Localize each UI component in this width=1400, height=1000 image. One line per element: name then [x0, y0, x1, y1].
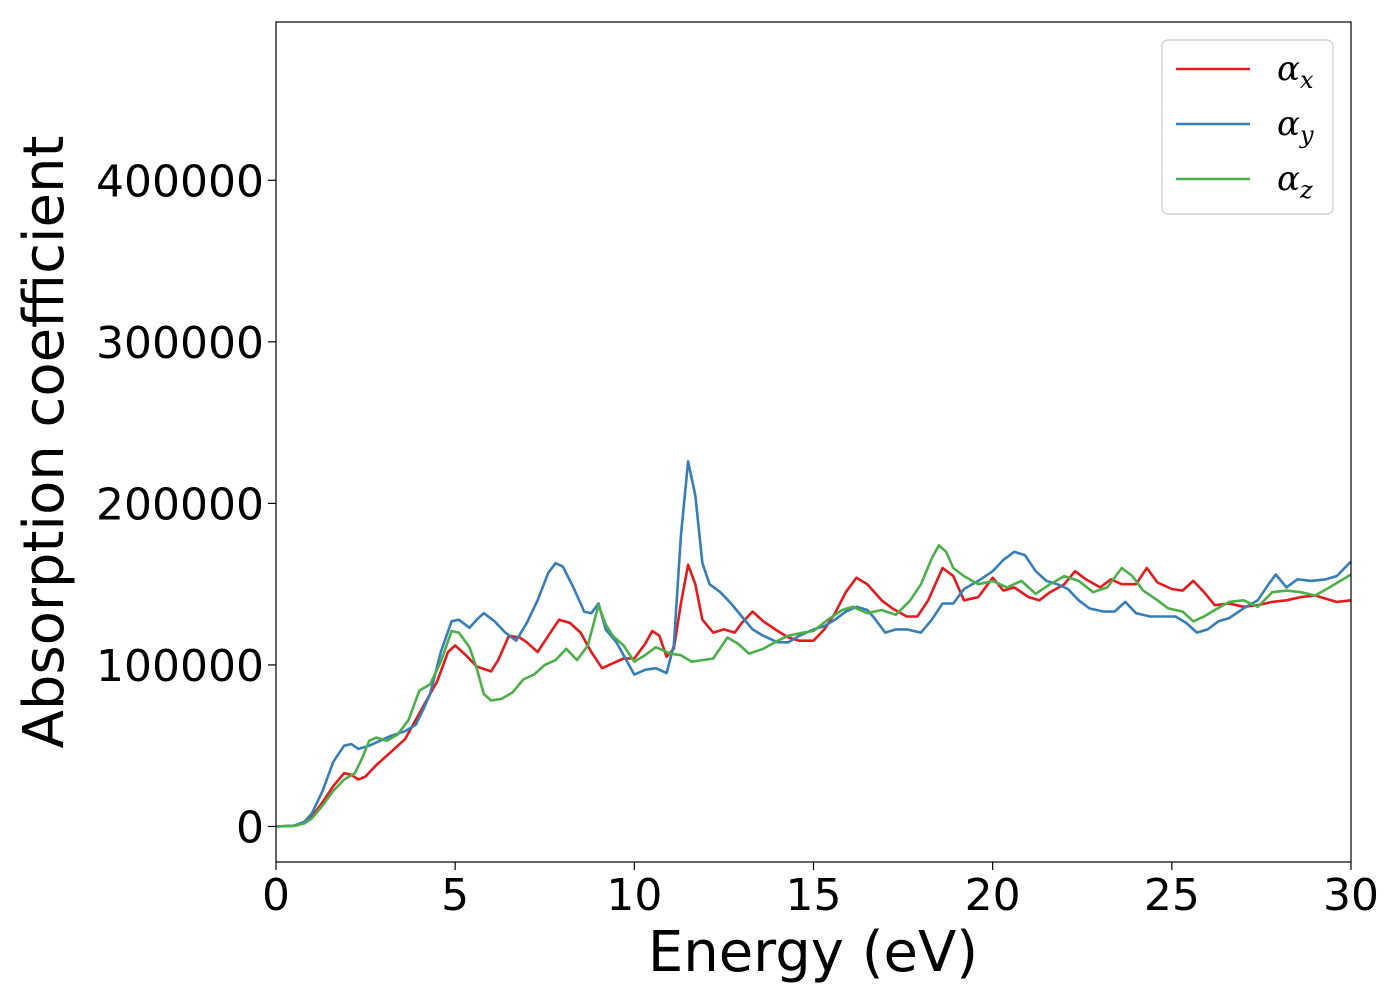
x-tick-label: 10 [606, 870, 662, 921]
x-axis-label: Energy (eV) [648, 920, 978, 985]
x-axis: 0 5 10 15 20 25 30 [262, 862, 1379, 921]
x-tick-label: 5 [441, 870, 469, 921]
series-line-z [275, 544, 1352, 828]
series-line-x [275, 563, 1352, 828]
x-tick-label: 25 [1144, 870, 1200, 921]
y-tick-label: 200000 [96, 479, 264, 530]
y-tick-label: 0 [236, 802, 264, 853]
legend-label-x: αx [1277, 49, 1314, 94]
y-tick-label: 100000 [96, 641, 264, 692]
legend-label-y: αy [1277, 104, 1314, 149]
y-tick-label: 400000 [96, 156, 264, 207]
y-axis-label: Absorption coefficient [12, 136, 77, 749]
series-layer [275, 460, 1352, 828]
x-tick-label: 15 [786, 870, 842, 921]
y-tick-label: 300000 [96, 318, 264, 369]
x-tick-label: 0 [262, 870, 290, 921]
y-axis: 0 100000 200000 300000 400000 [96, 156, 276, 853]
x-tick-label: 30 [1323, 870, 1379, 921]
legend-box [1161, 39, 1334, 215]
series-line-y [275, 460, 1352, 828]
x-tick-label: 20 [965, 870, 1021, 921]
